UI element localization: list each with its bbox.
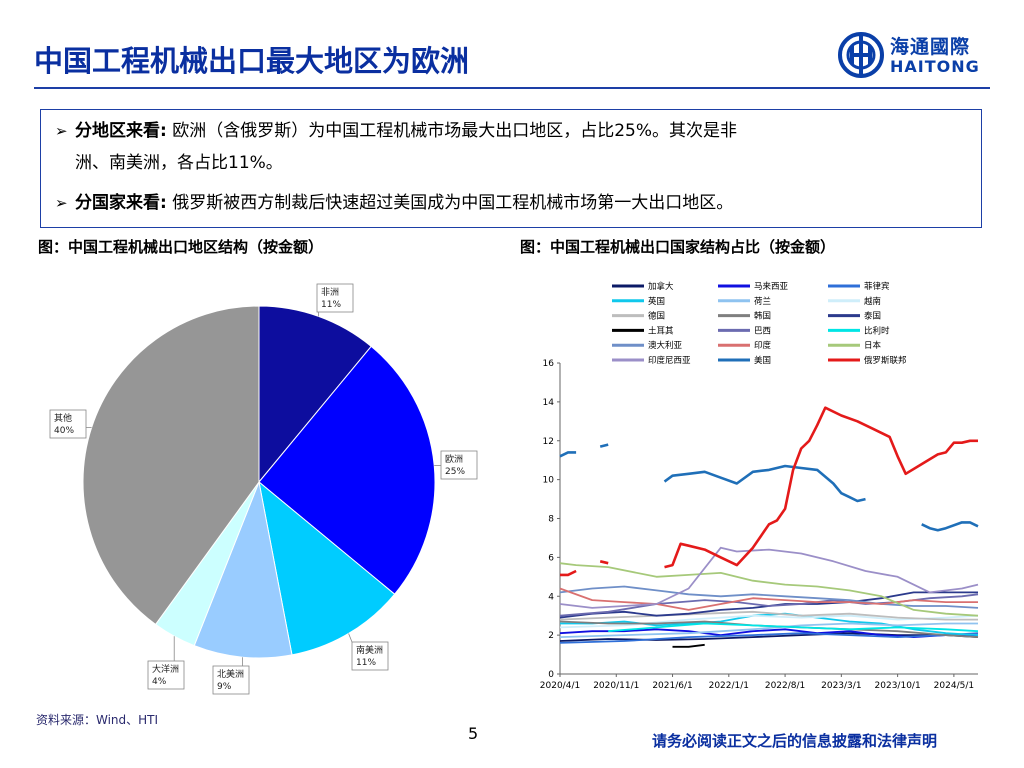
series-line-印度尼西亚 bbox=[559, 546, 979, 609]
summary-bullet-1: ➢ 分地区来看: 欧洲（含俄罗斯）为中国工程机械市场最大出口地区，占比25%。其次… bbox=[55, 116, 737, 146]
pie-label-value: 4% bbox=[152, 677, 167, 687]
pie-label-box bbox=[440, 450, 478, 480]
legend-label: 菲律宾 bbox=[864, 281, 890, 292]
pie-leader-line bbox=[348, 633, 353, 643]
page-title: 中国工程机械出口最大地区为欧洲 bbox=[34, 44, 470, 78]
line-chart-title: 图：中国工程机械出口国家结构占比（按金额） bbox=[520, 238, 836, 256]
logo-text-cn: 海通國際 bbox=[890, 36, 971, 58]
y-tick-label: 16 bbox=[543, 359, 555, 369]
pie-label-box bbox=[49, 409, 87, 439]
arrow-bullet-icon: ➢ bbox=[55, 122, 68, 140]
legend-label: 韩国 bbox=[754, 311, 771, 322]
pie-label-name: 欧洲 bbox=[445, 453, 463, 465]
y-tick-label: 12 bbox=[543, 437, 554, 447]
x-tick-label: 2020/11/1 bbox=[593, 681, 639, 691]
legend-label: 印度尼西亚 bbox=[648, 355, 691, 366]
y-tick-label: 8 bbox=[548, 515, 554, 525]
y-tick-label: 14 bbox=[543, 398, 555, 408]
pie-label-name: 其他 bbox=[54, 412, 72, 424]
pie-label-value: 25% bbox=[445, 467, 465, 477]
line-chart: 0 2 4 6 8 10 12 14 16 2020/4/1 2020/11/1 2021/6/1 20… bbox=[540, 281, 979, 691]
disclaimer-link[interactable]: 请务必阅读正文之后的信息披露和法律声明 bbox=[652, 732, 938, 750]
series-line-土耳其 bbox=[672, 643, 705, 648]
bullet-text: 欧洲（含俄罗斯）为中国工程机械市场最大出口地区，占比25%。其次是非 bbox=[172, 121, 738, 141]
arrow-bullet-icon: ➢ bbox=[55, 194, 68, 212]
y-tick-label: 6 bbox=[548, 553, 554, 563]
legend-label: 荷兰 bbox=[754, 296, 771, 307]
legend-label: 英国 bbox=[648, 296, 665, 307]
x-tick-label: 2020/4/1 bbox=[540, 681, 580, 691]
series-line-印度 bbox=[559, 587, 978, 611]
x-tick-label: 2021/6/1 bbox=[652, 681, 692, 691]
y-tick-label: 10 bbox=[543, 476, 555, 486]
pie-slice-其他 bbox=[82, 305, 260, 626]
pie-label-name: 大洋洲 bbox=[152, 663, 179, 675]
legend-label: 越南 bbox=[864, 296, 881, 307]
pie-label-box bbox=[147, 660, 185, 690]
legend-label: 印度 bbox=[754, 340, 772, 351]
pie-chart: 非洲 11% 欧洲 25% 南美洲 11% 北美洲 9% 大洋洲 4% 其他 40% bbox=[49, 283, 478, 695]
legend-label: 比利时 bbox=[864, 325, 890, 336]
summary-box: ➢ 分地区来看: 欧洲（含俄罗斯）为中国工程机械市场最大出口地区，占比25%。其次… bbox=[40, 109, 982, 228]
bullet-text: 俄罗斯被西方制裁后快速超过美国成为中国工程机械市场第一大出口地区。 bbox=[172, 193, 734, 213]
pie-label-box bbox=[212, 665, 250, 695]
bullet-text-cont: 洲、南美洲，各占比11%。 bbox=[75, 153, 283, 173]
x-tick-label: 2022/1/1 bbox=[709, 681, 749, 691]
summary-bullet-2: ➢ 分国家来看: 俄罗斯被西方制裁后快速超过美国成为中国工程机械市场第一大出口地区… bbox=[55, 188, 733, 218]
pie-label-name: 北美洲 bbox=[217, 668, 244, 680]
pie-label-value: 11% bbox=[356, 658, 376, 668]
pie-label-value: 40% bbox=[54, 426, 74, 436]
legend-label: 泰国 bbox=[864, 311, 881, 322]
y-tick-label: 4 bbox=[548, 592, 554, 602]
pie-label-name: 非洲 bbox=[321, 286, 339, 298]
bullet-label: 分国家来看: bbox=[75, 193, 167, 213]
series-line-荷兰 bbox=[559, 622, 978, 638]
x-tick-label: 2022/8/1 bbox=[765, 681, 805, 691]
series-line-比利时 bbox=[608, 622, 979, 633]
pie-label-value: 9% bbox=[217, 682, 232, 692]
page-number: 5 bbox=[468, 724, 479, 743]
summary-bullet-1-cont: 洲、南美洲，各占比11%。 bbox=[75, 148, 283, 178]
legend-label: 马来西亚 bbox=[754, 282, 789, 292]
pie-label-box bbox=[351, 641, 389, 671]
pie-label-name: 南美洲 bbox=[356, 644, 383, 656]
series-line-俄罗斯联邦 bbox=[560, 406, 978, 577]
legend-label: 德国 bbox=[648, 311, 665, 322]
series-line-德国 bbox=[559, 610, 978, 621]
series-line-美国 bbox=[559, 443, 979, 532]
legend-label: 美国 bbox=[754, 355, 771, 366]
legend-label: 澳大利亚 bbox=[648, 340, 683, 351]
legend-label: 俄罗斯联邦 bbox=[864, 355, 907, 366]
series-line-日本 bbox=[559, 562, 979, 617]
haitong-logo: 海通國際 HAITONG bbox=[838, 30, 998, 82]
legend-label: 巴西 bbox=[754, 326, 771, 336]
data-source: 资料来源：Wind、HTI bbox=[36, 713, 159, 727]
haitong-logo-icon bbox=[838, 32, 884, 78]
pie-label-box bbox=[316, 283, 354, 313]
legend-label: 土耳其 bbox=[648, 325, 674, 336]
series-line-菲律宾 bbox=[559, 632, 979, 644]
x-tick-label: 2023/10/1 bbox=[875, 681, 921, 691]
x-tick-label: 2023/3/1 bbox=[821, 681, 861, 691]
bullet-label: 分地区来看: bbox=[75, 121, 167, 141]
x-tick-label: 2024/5/1 bbox=[934, 681, 974, 691]
header-divider bbox=[34, 87, 990, 89]
y-tick-label: 2 bbox=[548, 631, 554, 641]
series-line-澳大利亚 bbox=[559, 585, 979, 609]
legend-label: 加拿大 bbox=[648, 281, 674, 292]
series-line-加拿大 bbox=[559, 632, 979, 642]
logo-text-en: HAITONG bbox=[890, 57, 980, 76]
y-tick-label: 0 bbox=[548, 670, 554, 680]
pie-label-value: 11% bbox=[321, 300, 341, 310]
pie-chart-title: 图：中国工程机械出口地区结构（按金额） bbox=[38, 238, 324, 256]
legend-label: 日本 bbox=[864, 340, 882, 351]
